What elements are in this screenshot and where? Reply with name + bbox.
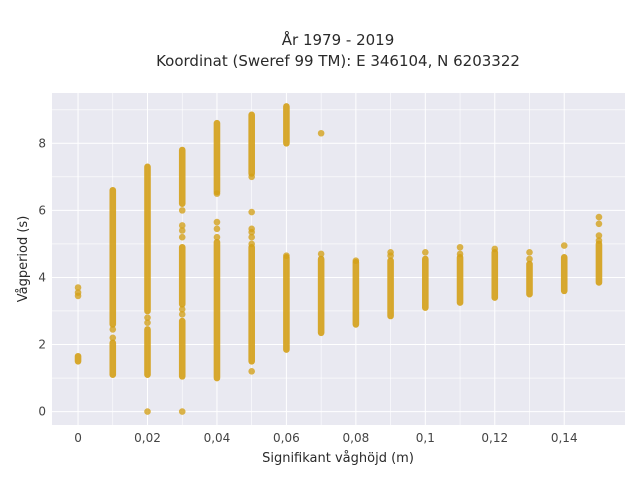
data-point-cluster bbox=[595, 240, 603, 286]
x-tick-label: 0,1 bbox=[416, 431, 435, 445]
data-point-cluster bbox=[178, 146, 186, 207]
data-point-cluster bbox=[491, 248, 499, 301]
data-point bbox=[213, 233, 221, 241]
x-tick-label: 0,08 bbox=[343, 431, 370, 445]
y-tick-label: 2 bbox=[38, 338, 46, 352]
data-point-cluster bbox=[109, 186, 117, 328]
data-point bbox=[178, 233, 186, 241]
data-point bbox=[283, 252, 290, 259]
data-point-cluster bbox=[109, 339, 117, 378]
data-point-cluster bbox=[178, 243, 186, 308]
data-point bbox=[387, 248, 394, 256]
data-point-cluster bbox=[144, 326, 151, 378]
y-tick-label: 8 bbox=[38, 136, 46, 150]
data-point-cluster bbox=[526, 260, 533, 298]
data-point bbox=[317, 129, 325, 137]
data-point bbox=[248, 240, 255, 248]
x-axis-title: Signifikant våghöjd (m) bbox=[262, 451, 414, 466]
data-point bbox=[595, 220, 603, 228]
data-point bbox=[248, 208, 255, 216]
data-point bbox=[74, 289, 82, 296]
data-point bbox=[178, 311, 186, 318]
x-tick-label: 0,14 bbox=[551, 431, 578, 445]
data-point bbox=[248, 225, 255, 233]
data-point bbox=[213, 225, 221, 233]
x-tick-label: 0,06 bbox=[273, 431, 300, 445]
data-point bbox=[595, 237, 603, 244]
x-tick-label: 0,04 bbox=[204, 431, 231, 445]
data-point bbox=[248, 233, 255, 241]
data-point bbox=[456, 250, 464, 258]
data-point bbox=[317, 250, 325, 258]
data-point bbox=[144, 319, 151, 327]
y-tick-label: 6 bbox=[38, 203, 46, 217]
chart-subtitle: Koordinat (Sweref 99 TM): E 346104, N 62… bbox=[156, 52, 520, 70]
data-point bbox=[178, 207, 186, 214]
data-point-cluster bbox=[422, 255, 429, 311]
data-point-cluster bbox=[560, 254, 568, 295]
data-point-cluster bbox=[387, 257, 394, 320]
data-point bbox=[456, 243, 464, 251]
data-point bbox=[178, 227, 186, 234]
data-point bbox=[213, 218, 221, 226]
y-tick-label: 4 bbox=[38, 270, 46, 284]
y-tick-label: 0 bbox=[38, 405, 46, 419]
chart-title: År 1979 - 2019 bbox=[282, 30, 395, 49]
data-point-cluster bbox=[283, 103, 290, 147]
data-point bbox=[144, 408, 151, 415]
data-point-cluster bbox=[248, 111, 255, 177]
x-tick-label: 0,12 bbox=[481, 431, 508, 445]
x-tick-label: 0,02 bbox=[134, 431, 161, 445]
y-axis-title: Vågperiod (s) bbox=[16, 216, 31, 303]
data-point bbox=[526, 255, 533, 263]
data-points bbox=[74, 103, 603, 415]
plot-area bbox=[52, 93, 625, 425]
data-point-cluster bbox=[74, 352, 82, 365]
data-point bbox=[491, 245, 499, 253]
data-point bbox=[144, 314, 151, 321]
data-point-cluster bbox=[456, 254, 464, 306]
data-point bbox=[109, 334, 117, 342]
data-point-cluster bbox=[213, 119, 221, 196]
data-point bbox=[248, 173, 255, 181]
data-point bbox=[422, 248, 429, 256]
data-point bbox=[178, 408, 186, 415]
data-point bbox=[352, 257, 360, 264]
data-point bbox=[248, 368, 255, 375]
data-point-cluster bbox=[283, 254, 290, 353]
data-point bbox=[74, 284, 82, 291]
data-point bbox=[178, 222, 186, 229]
y-tick-labels: 0 2 4 6 8 bbox=[38, 136, 46, 418]
data-point-cluster bbox=[248, 243, 255, 365]
data-point bbox=[109, 326, 117, 333]
data-point-cluster bbox=[178, 317, 186, 380]
data-point bbox=[213, 190, 221, 197]
data-point-cluster bbox=[352, 259, 360, 328]
data-point bbox=[178, 306, 186, 313]
data-point bbox=[560, 242, 568, 249]
data-point bbox=[595, 213, 603, 221]
data-point bbox=[595, 232, 603, 239]
x-tick-label: 0 bbox=[74, 431, 82, 445]
data-point-cluster bbox=[213, 238, 221, 382]
data-point-cluster bbox=[144, 163, 151, 315]
data-point bbox=[526, 248, 533, 256]
x-tick-labels: 0 0,02 0,04 0,06 0,08 0,1 0,12 0,14 bbox=[74, 431, 577, 445]
data-point-cluster bbox=[317, 255, 325, 337]
